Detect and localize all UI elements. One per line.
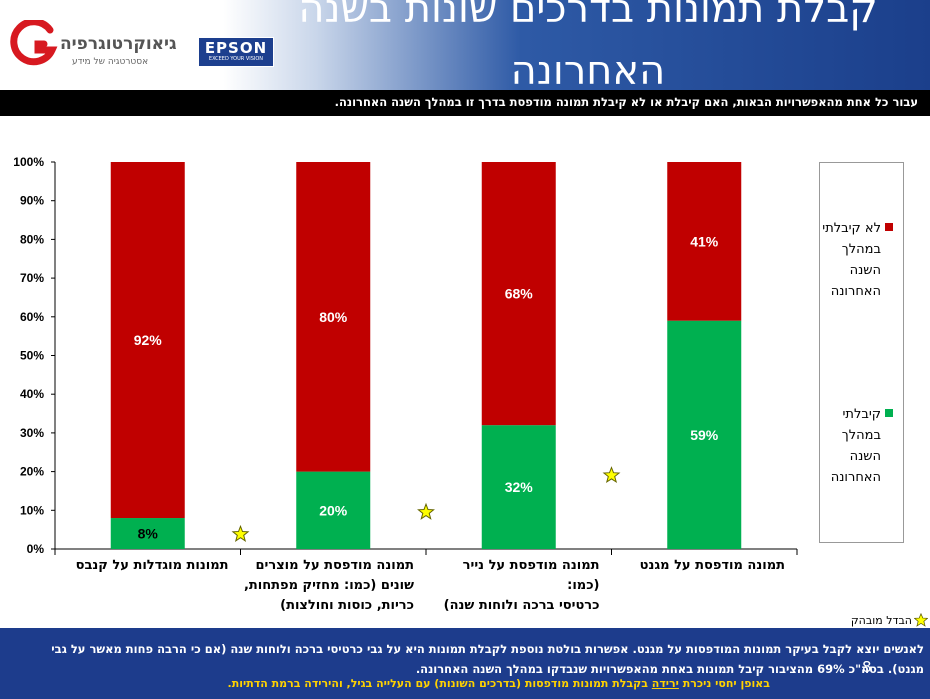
bar-segment-received xyxy=(667,320,742,549)
x-category-label-line: כריות, כוסות וחולצות) xyxy=(280,598,414,613)
data-label: 41% xyxy=(690,233,719,249)
bar-segment-not-received xyxy=(110,162,185,519)
significance-note-text: הבדל מובהק xyxy=(850,614,912,627)
y-tick-label: 80% xyxy=(20,232,44,246)
question-bar: עבור כל אחת מהאפשרויות הבאות, האם קיבלת … xyxy=(0,90,930,116)
legend-item-received: קיבלתי במהלך השנה האחרונה xyxy=(815,404,895,488)
x-category-label: תמונה מודפסת על מוצרים שונים (כמו: מחזיק … xyxy=(243,556,414,616)
stacked-bar-chart: 0% 10% 20% 30% 40% 50% 60% 70% 80% 90% 100% 59% 41% 3… xyxy=(13,155,798,556)
epson-logo: EPSON EXCEED YOUR VISION xyxy=(198,37,274,67)
y-tick-label: 0% xyxy=(27,542,45,556)
finding-secondary-part: באופן יחסי ניכרת xyxy=(678,677,770,690)
x-category-label-line: כרטיסי ברכה ולוחות שנה) xyxy=(443,598,600,613)
legend-swatch-not-received xyxy=(885,223,893,231)
y-tick-label: 50% xyxy=(20,349,44,363)
legend-label-line: האחרונה xyxy=(830,470,881,485)
epson-logo-tagline: EXCEED YOUR VISION xyxy=(208,56,264,62)
y-tick-label: 40% xyxy=(20,387,44,401)
x-category-label: תמונה מודפסת על מגנט xyxy=(614,556,785,576)
y-tick-label: 20% xyxy=(20,465,44,479)
x-category-label-line: תמונות מוגדלות על קנבס xyxy=(75,558,229,573)
y-tick-label: 70% xyxy=(20,271,44,285)
y-tick-label: 90% xyxy=(20,194,44,208)
bar-segment-not-received xyxy=(296,162,371,472)
question-text: עבור כל אחת מהאפשרויות הבאות, האם קיבלת … xyxy=(334,95,918,109)
finding-main-text: לאנשים יוצא לקבל בעיקר תמונות המודפסות ע… xyxy=(51,642,924,676)
data-label: 20% xyxy=(319,502,348,518)
epson-logo-name: EPSON xyxy=(204,39,268,57)
slide-title: קבלת תמונות בדרכים שונות בשנה האחרונה xyxy=(298,0,878,90)
x-category-label-line: תמונה מודפסת על מגנט xyxy=(639,558,785,573)
x-category-label-line: תמונה מודפסת על מוצרים xyxy=(255,558,414,573)
significance-star-icon xyxy=(231,524,250,542)
x-category-label-line: שונים (כמו: מחזיק מפתחות, xyxy=(243,578,414,593)
legend-label-line: האחרונה xyxy=(830,284,881,299)
legend-label-line: השנה xyxy=(849,449,881,464)
significance-note: הבדל מובהק xyxy=(850,612,929,627)
significance-star-icon xyxy=(602,466,621,484)
legend-label-line: במהלך xyxy=(841,428,881,443)
legend-swatch-received xyxy=(885,409,893,417)
finding-secondary-part: בקבלת תמונות מודפסות (בדרכים השונות) עם … xyxy=(227,677,652,690)
legend-label-line: השנה xyxy=(849,263,881,278)
finding-secondary-text: באופן יחסי ניכרת ירידה בקבלת תמונות מודפ… xyxy=(228,677,770,690)
data-label: 8% xyxy=(138,526,159,542)
x-category-label: תמונות מוגדלות על קנבס xyxy=(57,556,229,576)
findings-footer: 8 לאנשים יוצא לקבל בעיקר תמונות המודפסות… xyxy=(0,628,930,699)
bar-segment-received xyxy=(481,425,556,549)
legend-label-not-received: לא קיבלתי במהלך השנה האחרונה xyxy=(815,218,895,302)
geocartography-logo-icon xyxy=(10,20,58,66)
y-tick-label: 60% xyxy=(20,310,44,324)
star-icon xyxy=(913,612,929,627)
data-label: 80% xyxy=(319,309,348,325)
geocartography-logo-tagline: אסטרטגיה של מידע xyxy=(72,57,149,67)
y-tick-label: 10% xyxy=(20,503,44,517)
data-label: 92% xyxy=(134,332,163,348)
page-number: 8 xyxy=(862,658,872,676)
bar-segment-not-received xyxy=(667,162,742,321)
legend-label-received: קיבלתי במהלך השנה האחרונה xyxy=(815,404,895,488)
bar-segment-received xyxy=(296,471,371,549)
legend-label-line: במהלך xyxy=(841,242,881,257)
y-tick-label: 30% xyxy=(20,426,44,440)
bar-segment-not-received xyxy=(481,162,556,426)
bar-segment-received xyxy=(110,518,185,549)
data-label: 59% xyxy=(690,427,719,443)
x-category-label-line: תמונה מודפסת על נייר (כמו: xyxy=(462,558,600,593)
significance-star-icon xyxy=(417,502,435,520)
chart-legend: לא קיבלתי במהלך השנה האחרונה קיבלתי במהל… xyxy=(819,162,904,543)
data-label: 32% xyxy=(505,479,534,495)
x-category-label: תמונה מודפסת על נייר (כמו: כרטיסי ברכה ול… xyxy=(428,556,600,616)
legend-label-line: לא קיבלתי xyxy=(822,221,881,236)
y-tick-label: 100% xyxy=(13,155,44,169)
finding-secondary-emphasis: ירידה xyxy=(651,677,679,690)
slide-header: גיאוקרטוגרפיה אסטרטגיה של מידע EPSON EXC… xyxy=(0,0,930,90)
legend-label-line: קיבלתי xyxy=(842,407,882,422)
legend-item-not-received: לא קיבלתי במהלך השנה האחרונה xyxy=(815,218,895,302)
data-label: 68% xyxy=(505,286,534,302)
geocartography-logo-name: גיאוקרטוגרפיה xyxy=(60,34,177,54)
